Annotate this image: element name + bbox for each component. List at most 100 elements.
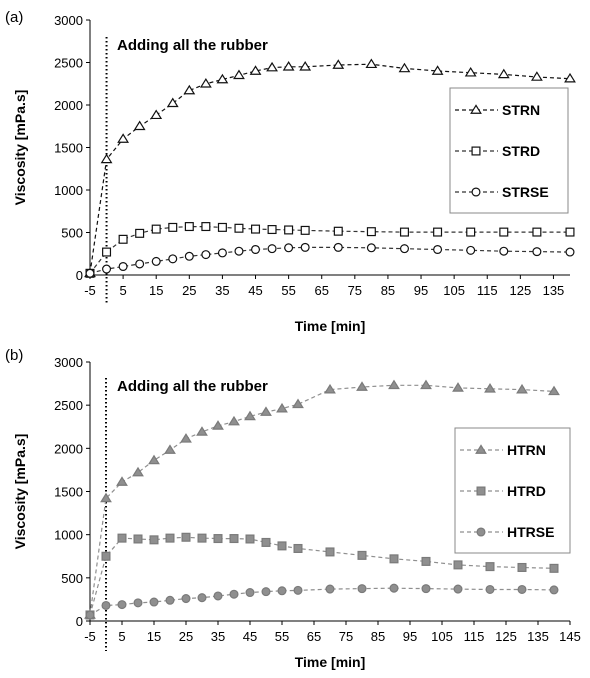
data-point-strse — [251, 244, 261, 255]
data-point-strd — [151, 224, 161, 234]
x-tick-label: 35 — [215, 283, 229, 298]
data-point-htrn — [324, 383, 336, 394]
legend-label: HTRSE — [507, 524, 554, 540]
x-tick-label: 5 — [119, 283, 126, 298]
data-point-htrse — [85, 610, 95, 620]
data-point-htrse — [517, 584, 527, 594]
data-point-strse — [118, 261, 128, 272]
data-point-strse — [85, 268, 95, 278]
data-point-htrd — [421, 556, 431, 566]
data-point-strd — [499, 227, 509, 237]
y-tick-label: 2000 — [54, 441, 83, 456]
data-point-strse — [234, 246, 244, 256]
data-point-strse — [151, 256, 161, 266]
chart-panel-1: (a) 0 500 1000 1500 2000 2500 3000 -5 5 15 25 35 45 55… — [5, 9, 576, 334]
data-point-strd — [300, 225, 310, 235]
data-point-strn — [249, 65, 262, 75]
data-point-strd — [168, 222, 178, 232]
legend-marker — [471, 146, 481, 156]
legend: HTRN HTRD HTRSE — [454, 427, 571, 554]
data-point-htrse — [197, 593, 207, 603]
data-point-htrd — [485, 562, 495, 572]
data-point-htrd — [165, 533, 175, 543]
legend-label: STRN — [502, 102, 540, 118]
annotation-label: Adding all the rubber — [117, 378, 268, 395]
data-point-htrd — [453, 560, 463, 570]
x-tick-label: 25 — [179, 629, 193, 644]
data-point-strd — [565, 227, 575, 237]
x-tick-label: 135 — [543, 283, 565, 298]
data-point-htrn — [244, 410, 256, 421]
data-point-strn — [365, 58, 378, 69]
x-tick-label: 15 — [147, 629, 161, 644]
data-point-htrd — [101, 551, 111, 561]
x-tick-label: 5 — [118, 629, 125, 644]
y-axis-title: Viscosity [mPa.s] — [12, 90, 28, 206]
y-tick-label: 2500 — [54, 56, 83, 71]
data-point-strse — [102, 264, 112, 274]
data-point-strd — [201, 222, 211, 232]
x-tick-label: 115 — [477, 283, 498, 298]
x-tick-label: 65 — [307, 629, 321, 644]
legend-marker — [475, 444, 487, 454]
y-tick-label: 2000 — [54, 98, 83, 113]
x-tick-label: 95 — [414, 283, 428, 298]
data-point-strse — [284, 243, 294, 253]
y-tick-label: 3000 — [54, 355, 83, 370]
data-point-htrn — [116, 476, 128, 486]
y-tick-label: 0 — [76, 268, 83, 283]
data-point-htrn — [132, 466, 144, 477]
data-point-strn — [199, 78, 212, 88]
data-point-htrse — [325, 584, 335, 594]
panel-label: (a) — [5, 9, 23, 26]
legend-entry-strd: STRD — [455, 143, 540, 159]
x-tick-label: 125 — [495, 629, 517, 644]
data-point-strse — [184, 251, 194, 261]
legend-entry-strse: STRSE — [455, 184, 549, 200]
data-point-htrse — [389, 583, 399, 593]
data-point-strd — [284, 225, 294, 235]
data-point-htrse — [453, 584, 463, 594]
data-point-strn — [299, 61, 312, 71]
legend-label: HTRD — [507, 483, 546, 499]
data-point-htrn — [212, 420, 224, 430]
data-point-strse — [333, 242, 343, 252]
data-point-htrse — [357, 584, 367, 594]
x-tick-label: 125 — [509, 283, 531, 298]
data-point-htrse — [149, 597, 159, 607]
legend-marker — [470, 104, 482, 114]
x-tick-label: 25 — [182, 283, 196, 298]
data-point-htrd — [197, 533, 207, 543]
data-point-strse — [399, 244, 409, 254]
x-tick-label: 45 — [248, 283, 262, 298]
data-point-strn — [216, 73, 229, 84]
data-point-strse — [466, 245, 476, 255]
data-point-htrn — [180, 433, 192, 443]
x-tick-label: 135 — [527, 629, 549, 644]
data-point-htrn — [196, 426, 208, 436]
data-point-strn — [150, 109, 163, 120]
data-point-strn — [464, 66, 477, 77]
data-point-htrse — [101, 600, 111, 610]
series-line-htrse — [89, 587, 555, 616]
data-point-strse — [433, 244, 443, 255]
data-point-strd — [532, 227, 542, 237]
legend-label: STRSE — [502, 184, 549, 200]
y-tick-label: 500 — [61, 571, 83, 586]
series-line-strn — [89, 63, 571, 274]
data-point-htrd — [213, 534, 223, 544]
data-point-htrn — [548, 385, 560, 396]
x-tick-label: 75 — [348, 283, 362, 298]
x-tick-label: 85 — [381, 283, 395, 298]
legend: STRN STRD STRSE — [449, 87, 569, 214]
data-point-htrn — [356, 381, 368, 391]
data-point-strd — [399, 227, 409, 237]
x-tick-label: -5 — [84, 629, 96, 644]
data-point-strd — [118, 234, 128, 244]
x-tick-label: 105 — [443, 283, 465, 298]
data-point-htrd — [117, 533, 127, 543]
legend-label: HTRN — [507, 442, 546, 458]
x-axis-title: Time [min] — [295, 654, 366, 670]
data-point-htrn — [388, 379, 400, 390]
data-point-strn — [530, 71, 543, 81]
